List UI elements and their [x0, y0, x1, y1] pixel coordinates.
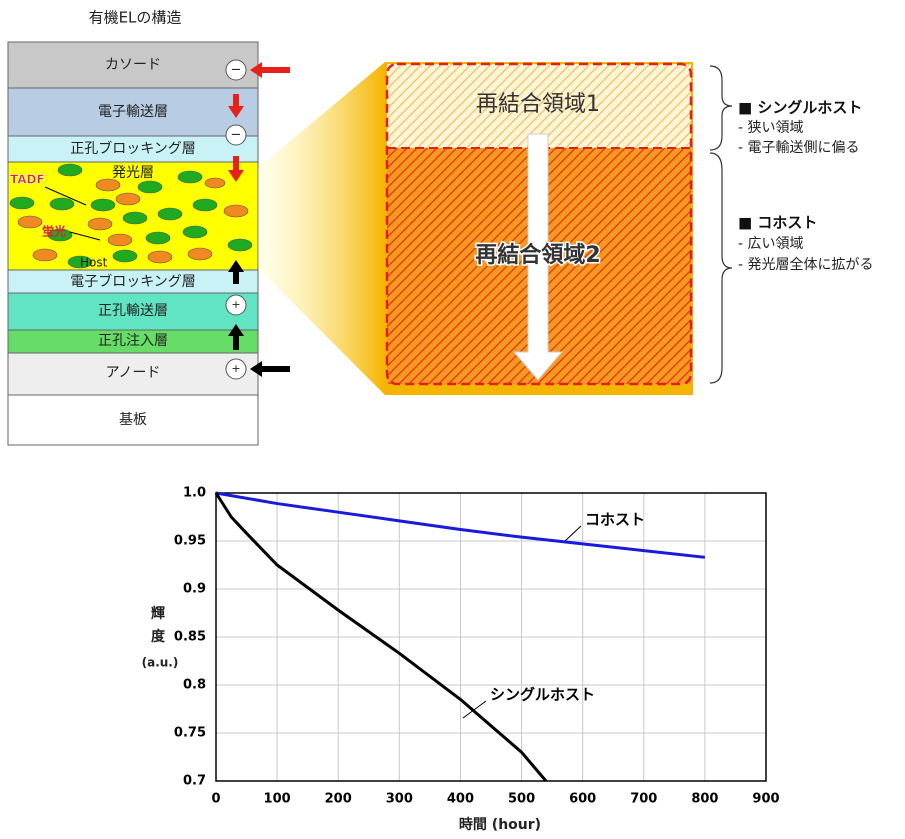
layer-label: 正孔注入層 [98, 333, 168, 349]
svg-text:+: + [231, 362, 240, 375]
x-tick-label: 200 [325, 792, 352, 807]
series-label: コホスト [585, 511, 645, 529]
y-axis-label: 輝 [151, 605, 165, 622]
note-title: ■ コホスト [738, 214, 817, 232]
x-tick-label: 100 [264, 792, 291, 807]
x-tick-label: 700 [630, 792, 657, 807]
y-axis-label: 度 [151, 628, 166, 645]
page: 有機ELの構造 カソード 電子輸送層 正孔ブロッキング層 発光層 電子ブロッキン… [0, 0, 905, 835]
x-tick-label: 600 [569, 792, 596, 807]
fluorescent-label: 蛍光 [42, 224, 66, 239]
svg-text:−: − [231, 128, 242, 143]
region1-label: 再結合領域1 [476, 92, 600, 117]
layer-label: カソード [105, 57, 161, 73]
note-title: ■ シングルホスト [738, 99, 862, 117]
layer-label: 電子輸送層 [98, 104, 168, 120]
note-item: - 発光層全体に拡がる [738, 256, 874, 273]
layer-label: アノード [106, 365, 161, 381]
series-label: シングルホスト [490, 686, 595, 704]
svg-text:+: + [231, 298, 240, 311]
note-item: - 電子輸送側に偏る [738, 140, 860, 156]
y-tick-label: 1.0 [183, 486, 206, 501]
svg-text:−: − [231, 63, 242, 78]
note-item: - 広い領域 [738, 235, 804, 252]
x-tick-label: 400 [447, 792, 474, 807]
x-tick-label: 300 [386, 792, 413, 807]
x-tick-label: 500 [508, 792, 535, 807]
chart: 時間 (hour) 輝 度 (a.u.) 0 100 200 300 400 500 600… [142, 486, 780, 834]
layer-label: 正孔輸送層 [98, 303, 168, 319]
y-tick-label: 0.7 [183, 774, 206, 789]
x-tick-label: 900 [752, 792, 779, 807]
tadf-label: TADF [10, 173, 45, 187]
region2-label: 再結合領域2 [475, 242, 600, 268]
x-tick-label: 0 [211, 792, 220, 807]
structure-title: 有機ELの構造 [89, 9, 182, 27]
y-tick-label: 0.9 [183, 582, 206, 597]
layer-label: 電子ブロッキング層 [70, 273, 196, 290]
x-tick-label: 800 [691, 792, 718, 807]
y-tick-label: 0.8 [183, 678, 206, 693]
braces [710, 66, 732, 383]
layer-stack [8, 42, 258, 445]
layer-label: 基板 [119, 411, 147, 428]
layer-label: 発光層 [112, 165, 154, 181]
layer-label: 正孔ブロッキング層 [70, 140, 196, 157]
y-tick-label: 0.95 [174, 534, 206, 549]
note-item: - 狭い領域 [738, 119, 804, 136]
x-axis-label: 時間 (hour) [459, 816, 541, 833]
zoom-funnel [258, 62, 385, 395]
y-tick-label: 0.85 [174, 630, 206, 645]
y-tick-label: 0.75 [174, 726, 206, 741]
y-axis-label: (a.u.) [142, 656, 179, 670]
host-label: Host [80, 256, 108, 270]
